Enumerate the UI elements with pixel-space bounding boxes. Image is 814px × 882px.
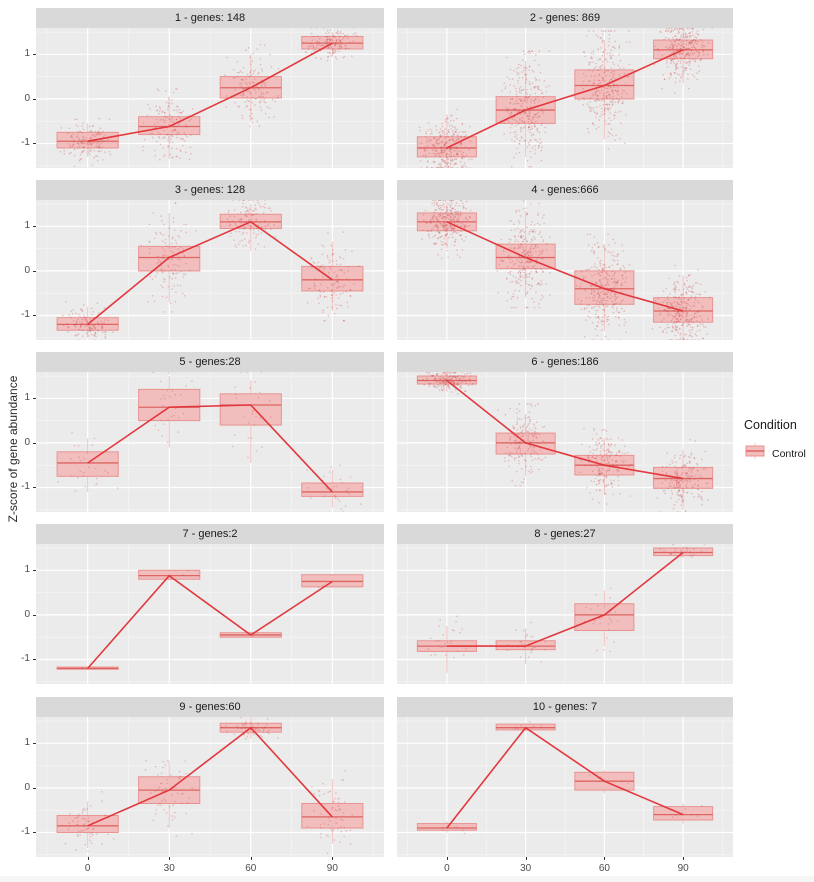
x-tick-mark [87, 857, 89, 860]
y-tick-mark [33, 787, 36, 789]
y-tick-mark [33, 54, 36, 56]
y-tick-mark [33, 398, 36, 400]
page-bottom-edge [0, 876, 814, 882]
y-tick-label: 1 [24, 737, 30, 749]
y-tick-label: -1 [21, 826, 30, 838]
facet-strip: 10 - genes: 7 [397, 697, 733, 717]
y-tick-mark [33, 270, 36, 272]
x-tick-label: 90 [326, 863, 338, 874]
x-tick-label: 0 [84, 863, 91, 874]
y-axis-title: Z-score of gene abundance [6, 375, 20, 523]
x-tick-label: 0 [444, 863, 450, 874]
boxplot-key-icon [744, 442, 766, 465]
y-tick-mark [33, 487, 36, 489]
x-tick-mark [169, 857, 171, 860]
y-tick-mark [33, 226, 36, 228]
facet-strip: 5 - genes:28 [36, 352, 384, 372]
x-tick-mark [604, 857, 606, 860]
facet-strip: 7 - genes:2 [36, 524, 384, 544]
facet-panel [36, 717, 384, 857]
x-tick-mark [683, 857, 685, 860]
y-tick-mark [33, 143, 36, 145]
legend-item-label: Control [772, 447, 806, 460]
legend: Condition Control [744, 418, 814, 465]
x-tick-mark [446, 857, 448, 860]
facet-strip: 3 - genes: 128 [36, 180, 384, 200]
facet-panel [397, 544, 733, 684]
legend-title: Condition [744, 418, 797, 432]
y-tick-label: 1 [24, 392, 30, 404]
y-tick-label: 0 [24, 264, 30, 276]
facet-strip: 9 - genes:60 [36, 697, 384, 717]
x-tick-label: 30 [163, 863, 175, 874]
y-tick-mark [33, 570, 36, 572]
x-tick-mark [332, 857, 334, 860]
x-tick-mark [525, 857, 527, 860]
facet-strip: 6 - genes:186 [397, 352, 733, 372]
facet-strip: 1 - genes: 148 [36, 8, 384, 28]
y-tick-label: -1 [21, 653, 30, 665]
facet-panel [397, 717, 733, 857]
x-tick-label: 60 [245, 863, 257, 874]
y-tick-mark [33, 315, 36, 317]
y-tick-label: 0 [24, 781, 30, 793]
facet-panel [397, 28, 733, 168]
facet-panel [36, 544, 384, 684]
y-tick-label: -1 [21, 137, 30, 149]
facet-panel [397, 372, 733, 512]
y-tick-mark [33, 442, 36, 444]
x-tick-label: 60 [598, 863, 610, 874]
y-tick-label: 1 [24, 48, 30, 60]
y-tick-label: -1 [21, 309, 30, 321]
x-tick-mark [250, 857, 252, 860]
facet-panel [36, 28, 384, 168]
x-tick-label: 30 [520, 863, 532, 874]
facet-panel [397, 200, 733, 340]
y-tick-label: 1 [24, 220, 30, 232]
legend-item-control: Control [744, 442, 814, 465]
facet-strip: 2 - genes: 869 [397, 8, 733, 28]
y-tick-label: -1 [21, 481, 30, 493]
facet-panel [36, 200, 384, 340]
y-tick-label: 0 [24, 92, 30, 104]
y-tick-label: 1 [24, 564, 30, 576]
facet-strip: 8 - genes:27 [397, 524, 733, 544]
x-tick-label: 90 [677, 863, 689, 874]
y-tick-mark [33, 743, 36, 745]
y-tick-mark [33, 614, 36, 616]
facet-strip: 4 - genes:666 [397, 180, 733, 200]
y-tick-mark [33, 98, 36, 100]
y-tick-label: 0 [24, 608, 30, 620]
y-tick-label: 0 [24, 436, 30, 448]
y-tick-mark [33, 659, 36, 661]
y-tick-mark [33, 832, 36, 834]
facet-panel [36, 372, 384, 512]
